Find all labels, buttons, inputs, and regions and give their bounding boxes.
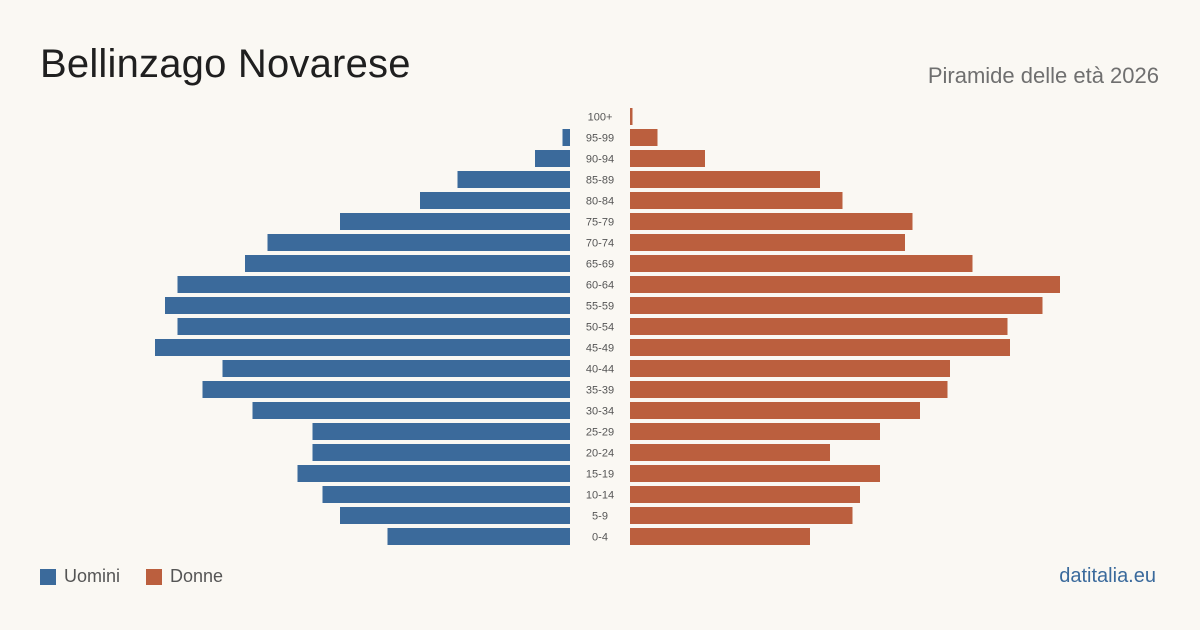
tick-label-20-24: 20-24: [586, 448, 614, 460]
tick-label-70-74: 70-74: [586, 238, 614, 250]
bar-women-60-64: [630, 276, 1060, 293]
bar-women-65-69: [630, 255, 973, 272]
bar-women-15-19: [630, 465, 880, 482]
bar-women-55-59: [630, 297, 1043, 314]
tick-label-10-14: 10-14: [586, 490, 614, 502]
bar-women-35-39: [630, 381, 948, 398]
tick-label-0-4: 0-4: [592, 532, 608, 544]
bar-women-40-44: [630, 360, 950, 377]
bar-men-0-4: [387, 528, 570, 545]
bar-women-10-14: [630, 486, 860, 503]
bar-men-60-64: [177, 276, 570, 293]
bar-men-10-14: [322, 486, 570, 503]
tick-label-25-29: 25-29: [586, 427, 614, 439]
bar-women-50-54: [630, 318, 1008, 335]
bar-men-55-59: [165, 297, 570, 314]
bar-women-100+: [630, 108, 633, 125]
tick-label-30-34: 30-34: [586, 406, 614, 418]
tick-label-35-39: 35-39: [586, 385, 614, 397]
legend: Uomini Donne: [40, 566, 249, 587]
tick-label-50-54: 50-54: [586, 322, 614, 334]
tick-label-40-44: 40-44: [586, 364, 614, 376]
bar-women-70-74: [630, 234, 905, 251]
bar-men-35-39: [202, 381, 570, 398]
bar-men-45-49: [155, 339, 570, 356]
tick-label-15-19: 15-19: [586, 469, 614, 481]
tick-label-45-49: 45-49: [586, 343, 614, 355]
tick-label-75-79: 75-79: [586, 217, 614, 229]
bar-women-20-24: [630, 444, 830, 461]
legend-label-men: Uomini: [64, 566, 121, 586]
bar-women-85-89: [630, 171, 820, 188]
bar-men-90-94: [535, 150, 570, 167]
tick-label-100+: 100+: [588, 112, 613, 124]
source-link[interactable]: datitalia.eu: [1059, 565, 1156, 587]
bar-men-25-29: [312, 423, 570, 440]
bar-women-95-99: [630, 129, 658, 146]
tick-label-80-84: 80-84: [586, 196, 614, 208]
page-title: Bellinzago Novarese: [40, 42, 411, 86]
bar-men-15-19: [297, 465, 570, 482]
bar-women-80-84: [630, 192, 843, 209]
bar-men-75-79: [340, 213, 570, 230]
tick-label-55-59: 55-59: [586, 301, 614, 313]
bar-men-40-44: [222, 360, 570, 377]
bar-women-45-49: [630, 339, 1010, 356]
legend-swatch-men: [40, 568, 56, 585]
bar-women-30-34: [630, 402, 920, 419]
bar-women-90-94: [630, 150, 705, 167]
tick-label-90-94: 90-94: [586, 154, 614, 166]
tick-label-95-99: 95-99: [586, 133, 614, 145]
tick-label-65-69: 65-69: [586, 259, 614, 271]
bar-men-85-89: [457, 171, 570, 188]
bar-women-25-29: [630, 423, 880, 440]
tick-label-5-9: 5-9: [592, 511, 608, 523]
tick-label-85-89: 85-89: [586, 175, 614, 187]
bar-women-5-9: [630, 507, 853, 524]
bar-men-20-24: [312, 444, 570, 461]
bar-women-0-4: [630, 528, 810, 545]
bar-men-65-69: [245, 255, 570, 272]
tick-label-60-64: 60-64: [586, 280, 614, 292]
legend-swatch-women: [146, 568, 163, 585]
legend-label-women: Donne: [170, 566, 224, 586]
bar-women-75-79: [630, 213, 913, 230]
legend-item-women: Donne: [146, 566, 223, 587]
bar-men-30-34: [252, 402, 570, 419]
bar-men-50-54: [177, 318, 570, 335]
chart-subtitle: Piramide delle età 2026: [927, 63, 1159, 88]
bar-men-80-84: [420, 192, 570, 209]
bar-men-95-99: [562, 129, 570, 146]
bar-men-70-74: [267, 234, 570, 251]
legend-item-men: Uomini: [40, 566, 120, 587]
bar-men-5-9: [340, 507, 570, 524]
